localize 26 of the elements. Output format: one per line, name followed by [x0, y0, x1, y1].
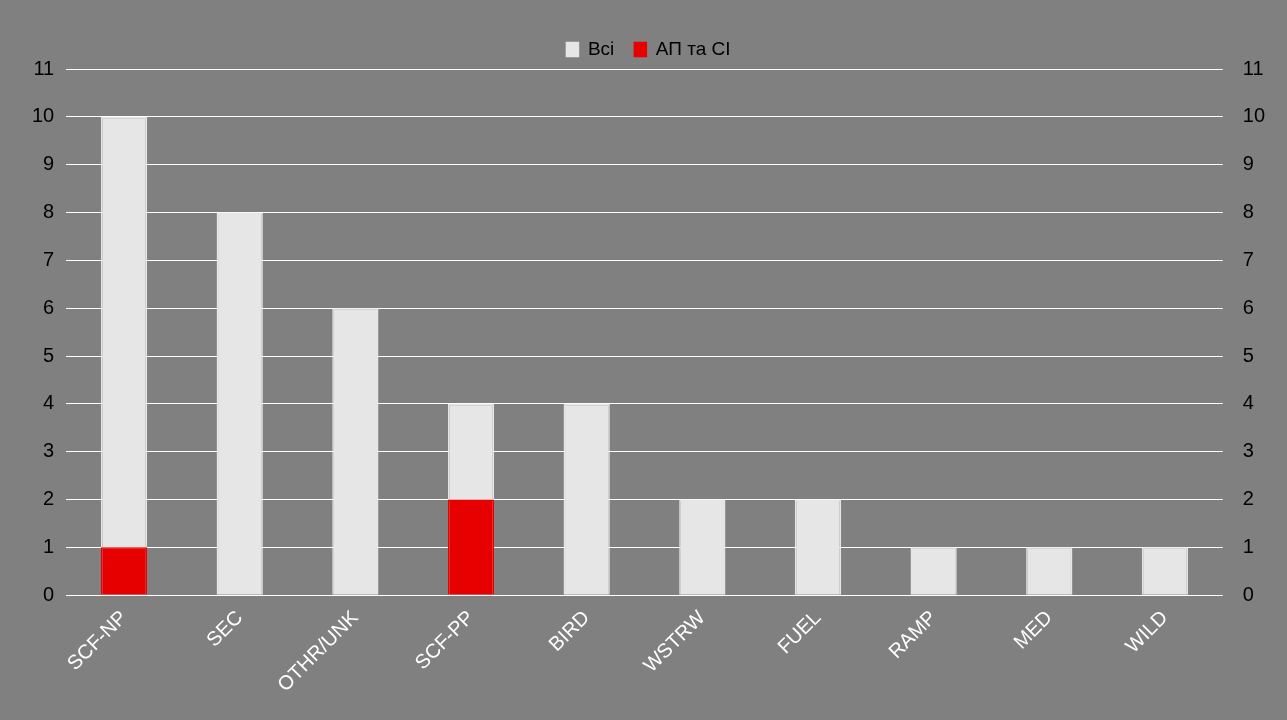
y2-tick-label: 6 — [1242, 295, 1254, 318]
y2-tick-label: 11 — [1242, 56, 1264, 79]
legend-label: АП та СІ — [655, 37, 731, 59]
y2-tick-label: 0 — [1242, 582, 1254, 605]
y2-tick-label: 9 — [1242, 152, 1254, 175]
y-tick-label: 5 — [43, 343, 55, 366]
y-tick-label: 2 — [43, 487, 55, 510]
y-tick-label: 1 — [43, 534, 55, 557]
legend-label: Всі — [587, 37, 615, 59]
y2-tick-label: 5 — [1242, 343, 1254, 366]
y-tick-label: 4 — [43, 391, 55, 414]
y-tick-label: 6 — [43, 295, 55, 318]
y-tick-label: 3 — [43, 439, 55, 462]
y-tick-label: 10 — [32, 104, 55, 127]
y-tick-label: 11 — [33, 56, 55, 79]
y2-tick-label: 3 — [1242, 439, 1254, 462]
y-tick-label: 9 — [43, 152, 55, 175]
y2-tick-label: 4 — [1242, 391, 1254, 414]
y-tick-label: 0 — [43, 582, 55, 605]
y2-tick-label: 1 — [1242, 534, 1254, 557]
y-tick-label: 8 — [43, 200, 55, 223]
y2-tick-label: 2 — [1242, 487, 1254, 510]
y2-tick-label: 10 — [1242, 104, 1265, 127]
y2-tick-label: 8 — [1242, 200, 1254, 223]
y2-tick-label: 7 — [1242, 247, 1254, 270]
y-tick-label: 7 — [43, 247, 55, 270]
